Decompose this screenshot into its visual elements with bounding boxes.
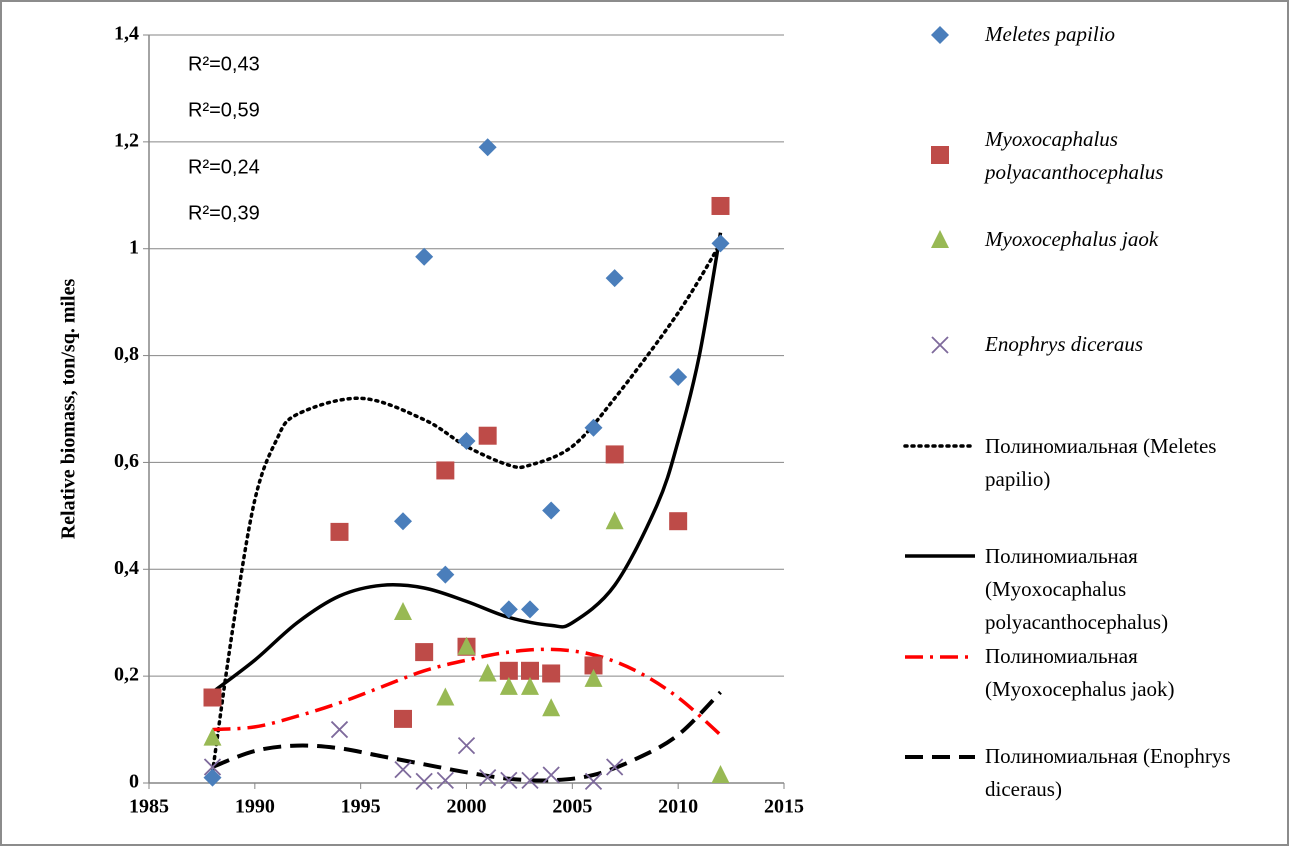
- point: [203, 688, 222, 707]
- legend-label: Myoxocaphalus polyacanthocephalus: [985, 127, 1164, 184]
- point: [415, 643, 434, 662]
- legend-label: Полиномиальная (Meletes papilio): [985, 434, 1217, 491]
- x-tick-label: 2000: [447, 796, 487, 818]
- point: [499, 676, 518, 695]
- legend-label: Enophrys diceraus: [985, 332, 1144, 356]
- x-tick-label: 1995: [341, 796, 381, 818]
- y-tick-label: 1,2: [114, 129, 139, 151]
- y-axis-label: Relative biomass, ton/sq. miles: [58, 279, 80, 540]
- point: [605, 269, 624, 288]
- point: [542, 501, 561, 520]
- trendline: [212, 647, 722, 737]
- point: [499, 600, 518, 619]
- y-tick-label: 1,4: [114, 23, 139, 45]
- point: [394, 602, 412, 621]
- point: [436, 461, 455, 480]
- legend-label: Полиномиальная (Myoxocephalus jaok): [985, 644, 1175, 701]
- point: [457, 432, 476, 451]
- point: [606, 758, 624, 776]
- r-squared: R²=0,24: [188, 156, 260, 178]
- point: [203, 758, 222, 776]
- point: [436, 687, 455, 706]
- point: [584, 668, 603, 687]
- legend-symbol: [931, 230, 949, 248]
- legend-label: Полиномиальная (Myoxocaphalus polyacanth…: [985, 544, 1169, 634]
- point: [584, 418, 603, 437]
- y-tick-label: 0,6: [114, 450, 139, 472]
- point: [436, 771, 454, 789]
- point: [457, 636, 476, 655]
- point: [521, 600, 539, 619]
- x-tick-label: 2010: [658, 796, 698, 818]
- point: [711, 234, 730, 253]
- point: [605, 511, 624, 530]
- r-squared: R²=0,39: [188, 202, 260, 224]
- point: [478, 426, 497, 445]
- point: [669, 367, 688, 386]
- point: [584, 656, 603, 675]
- point: [521, 771, 539, 789]
- legend-label: Myoxocephalus jaok: [985, 227, 1159, 251]
- point: [415, 247, 434, 266]
- trendline: [210, 241, 723, 775]
- point: [542, 698, 561, 717]
- y-tick-label: 0,4: [114, 557, 139, 579]
- trendline: [211, 690, 722, 783]
- y-tick-label: 0,8: [114, 343, 139, 365]
- legend-symbol: [931, 146, 949, 164]
- point: [394, 512, 412, 531]
- r-squared: R²=0,43: [188, 53, 260, 75]
- point: [499, 661, 518, 680]
- point: [415, 772, 433, 791]
- legend-symbol: [931, 26, 949, 44]
- point: [711, 764, 730, 783]
- point: [330, 522, 349, 541]
- point: [478, 663, 497, 682]
- trendline: [211, 232, 723, 694]
- legend-symbol: [931, 336, 949, 354]
- point: [203, 727, 222, 746]
- point: [584, 772, 603, 791]
- point: [711, 196, 730, 215]
- point: [436, 565, 455, 584]
- point: [521, 676, 539, 695]
- legend-label: Meletes papilio: [985, 22, 1116, 46]
- point: [479, 769, 497, 787]
- point: [330, 720, 349, 739]
- point: [500, 771, 518, 789]
- x-tick-label: 1990: [235, 796, 275, 818]
- point: [457, 736, 476, 755]
- point: [669, 512, 688, 531]
- point: [521, 661, 539, 680]
- x-tick-label: 2015: [764, 796, 804, 818]
- point: [478, 138, 497, 157]
- x-tick-label: 1985: [129, 796, 169, 818]
- point: [394, 761, 412, 779]
- r-squared: R²=0,59: [188, 99, 260, 121]
- y-tick-label: 0,2: [114, 664, 139, 686]
- point: [542, 664, 561, 683]
- x-tick-label: 2005: [552, 796, 592, 818]
- point: [542, 766, 560, 784]
- point: [394, 709, 412, 728]
- point: [605, 445, 624, 464]
- y-tick-label: 1: [129, 236, 139, 258]
- legend-label: Полиномиальная (Enophrys diceraus): [985, 744, 1231, 801]
- y-tick-label: 0: [129, 771, 139, 793]
- point: [203, 768, 222, 787]
